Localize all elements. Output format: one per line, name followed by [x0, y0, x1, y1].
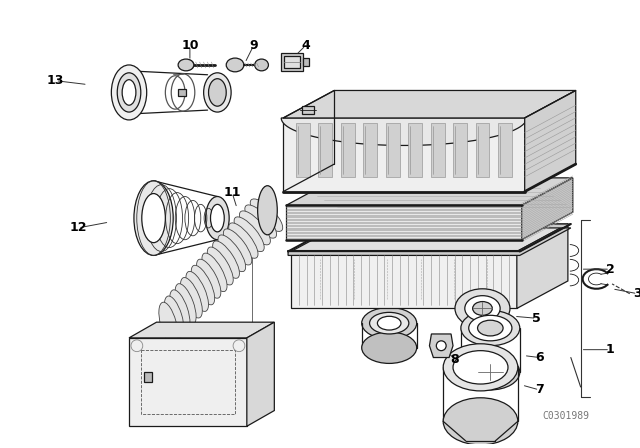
- Polygon shape: [319, 123, 332, 177]
- Ellipse shape: [453, 351, 508, 384]
- Ellipse shape: [159, 302, 178, 344]
- Polygon shape: [498, 123, 512, 177]
- Ellipse shape: [378, 316, 401, 330]
- Polygon shape: [291, 224, 568, 251]
- Polygon shape: [364, 123, 377, 177]
- Ellipse shape: [226, 58, 244, 72]
- Text: 1: 1: [605, 343, 614, 356]
- Bar: [281, 53, 303, 71]
- Polygon shape: [286, 205, 522, 240]
- Text: 4: 4: [301, 39, 310, 52]
- Ellipse shape: [186, 271, 209, 311]
- Ellipse shape: [211, 204, 224, 232]
- Polygon shape: [408, 123, 422, 177]
- Ellipse shape: [239, 211, 270, 245]
- Ellipse shape: [180, 277, 202, 318]
- Ellipse shape: [228, 223, 258, 258]
- Ellipse shape: [212, 241, 239, 278]
- Ellipse shape: [175, 284, 196, 324]
- Polygon shape: [341, 123, 355, 177]
- Text: 13: 13: [47, 74, 64, 87]
- Ellipse shape: [461, 310, 520, 346]
- Bar: [303, 58, 308, 66]
- Ellipse shape: [134, 181, 173, 255]
- Text: 3: 3: [634, 287, 640, 300]
- Polygon shape: [525, 90, 576, 192]
- Ellipse shape: [468, 315, 512, 341]
- Ellipse shape: [117, 73, 141, 112]
- Ellipse shape: [234, 217, 264, 252]
- Ellipse shape: [455, 289, 510, 328]
- Polygon shape: [129, 322, 275, 338]
- Ellipse shape: [111, 65, 147, 120]
- Polygon shape: [431, 123, 445, 177]
- Ellipse shape: [369, 312, 409, 334]
- Ellipse shape: [245, 205, 276, 238]
- Ellipse shape: [170, 290, 190, 331]
- Polygon shape: [296, 123, 310, 177]
- Polygon shape: [288, 224, 571, 255]
- Text: 11: 11: [223, 186, 241, 199]
- Ellipse shape: [178, 59, 194, 71]
- Ellipse shape: [473, 302, 492, 315]
- Polygon shape: [247, 322, 275, 426]
- Bar: [284, 56, 300, 68]
- Ellipse shape: [255, 59, 268, 71]
- Ellipse shape: [191, 265, 214, 305]
- Ellipse shape: [436, 341, 446, 351]
- Ellipse shape: [142, 194, 165, 243]
- Bar: [144, 372, 152, 382]
- Polygon shape: [129, 338, 247, 426]
- Polygon shape: [281, 118, 527, 146]
- Polygon shape: [283, 90, 576, 118]
- Polygon shape: [476, 123, 490, 177]
- Text: 2: 2: [605, 263, 614, 276]
- Text: 7: 7: [535, 383, 544, 396]
- Polygon shape: [522, 178, 573, 240]
- Polygon shape: [453, 123, 467, 177]
- Text: 9: 9: [250, 39, 258, 52]
- Ellipse shape: [465, 296, 500, 321]
- Ellipse shape: [218, 235, 246, 271]
- Text: 8: 8: [451, 353, 460, 366]
- Ellipse shape: [443, 344, 518, 391]
- Text: 10: 10: [181, 39, 198, 52]
- Polygon shape: [283, 118, 525, 192]
- Ellipse shape: [209, 79, 226, 106]
- Ellipse shape: [362, 307, 417, 339]
- Text: C0301989: C0301989: [543, 411, 589, 422]
- Text: 5: 5: [532, 312, 541, 325]
- Ellipse shape: [461, 354, 520, 390]
- Ellipse shape: [204, 73, 231, 112]
- Ellipse shape: [250, 199, 283, 232]
- Bar: [178, 89, 186, 96]
- Polygon shape: [517, 224, 568, 308]
- Text: 6: 6: [535, 351, 544, 364]
- Polygon shape: [386, 123, 399, 177]
- Ellipse shape: [205, 197, 229, 240]
- Ellipse shape: [362, 332, 417, 363]
- Ellipse shape: [207, 247, 233, 285]
- Ellipse shape: [202, 253, 227, 292]
- Ellipse shape: [258, 186, 277, 235]
- Ellipse shape: [223, 229, 252, 265]
- Ellipse shape: [122, 80, 136, 105]
- Text: 12: 12: [69, 221, 86, 234]
- Ellipse shape: [477, 320, 503, 336]
- Bar: [302, 106, 314, 114]
- Ellipse shape: [196, 259, 221, 298]
- Polygon shape: [291, 251, 517, 308]
- Polygon shape: [286, 178, 573, 205]
- Polygon shape: [429, 334, 453, 358]
- Ellipse shape: [164, 296, 184, 338]
- Ellipse shape: [182, 60, 194, 70]
- Ellipse shape: [443, 398, 518, 445]
